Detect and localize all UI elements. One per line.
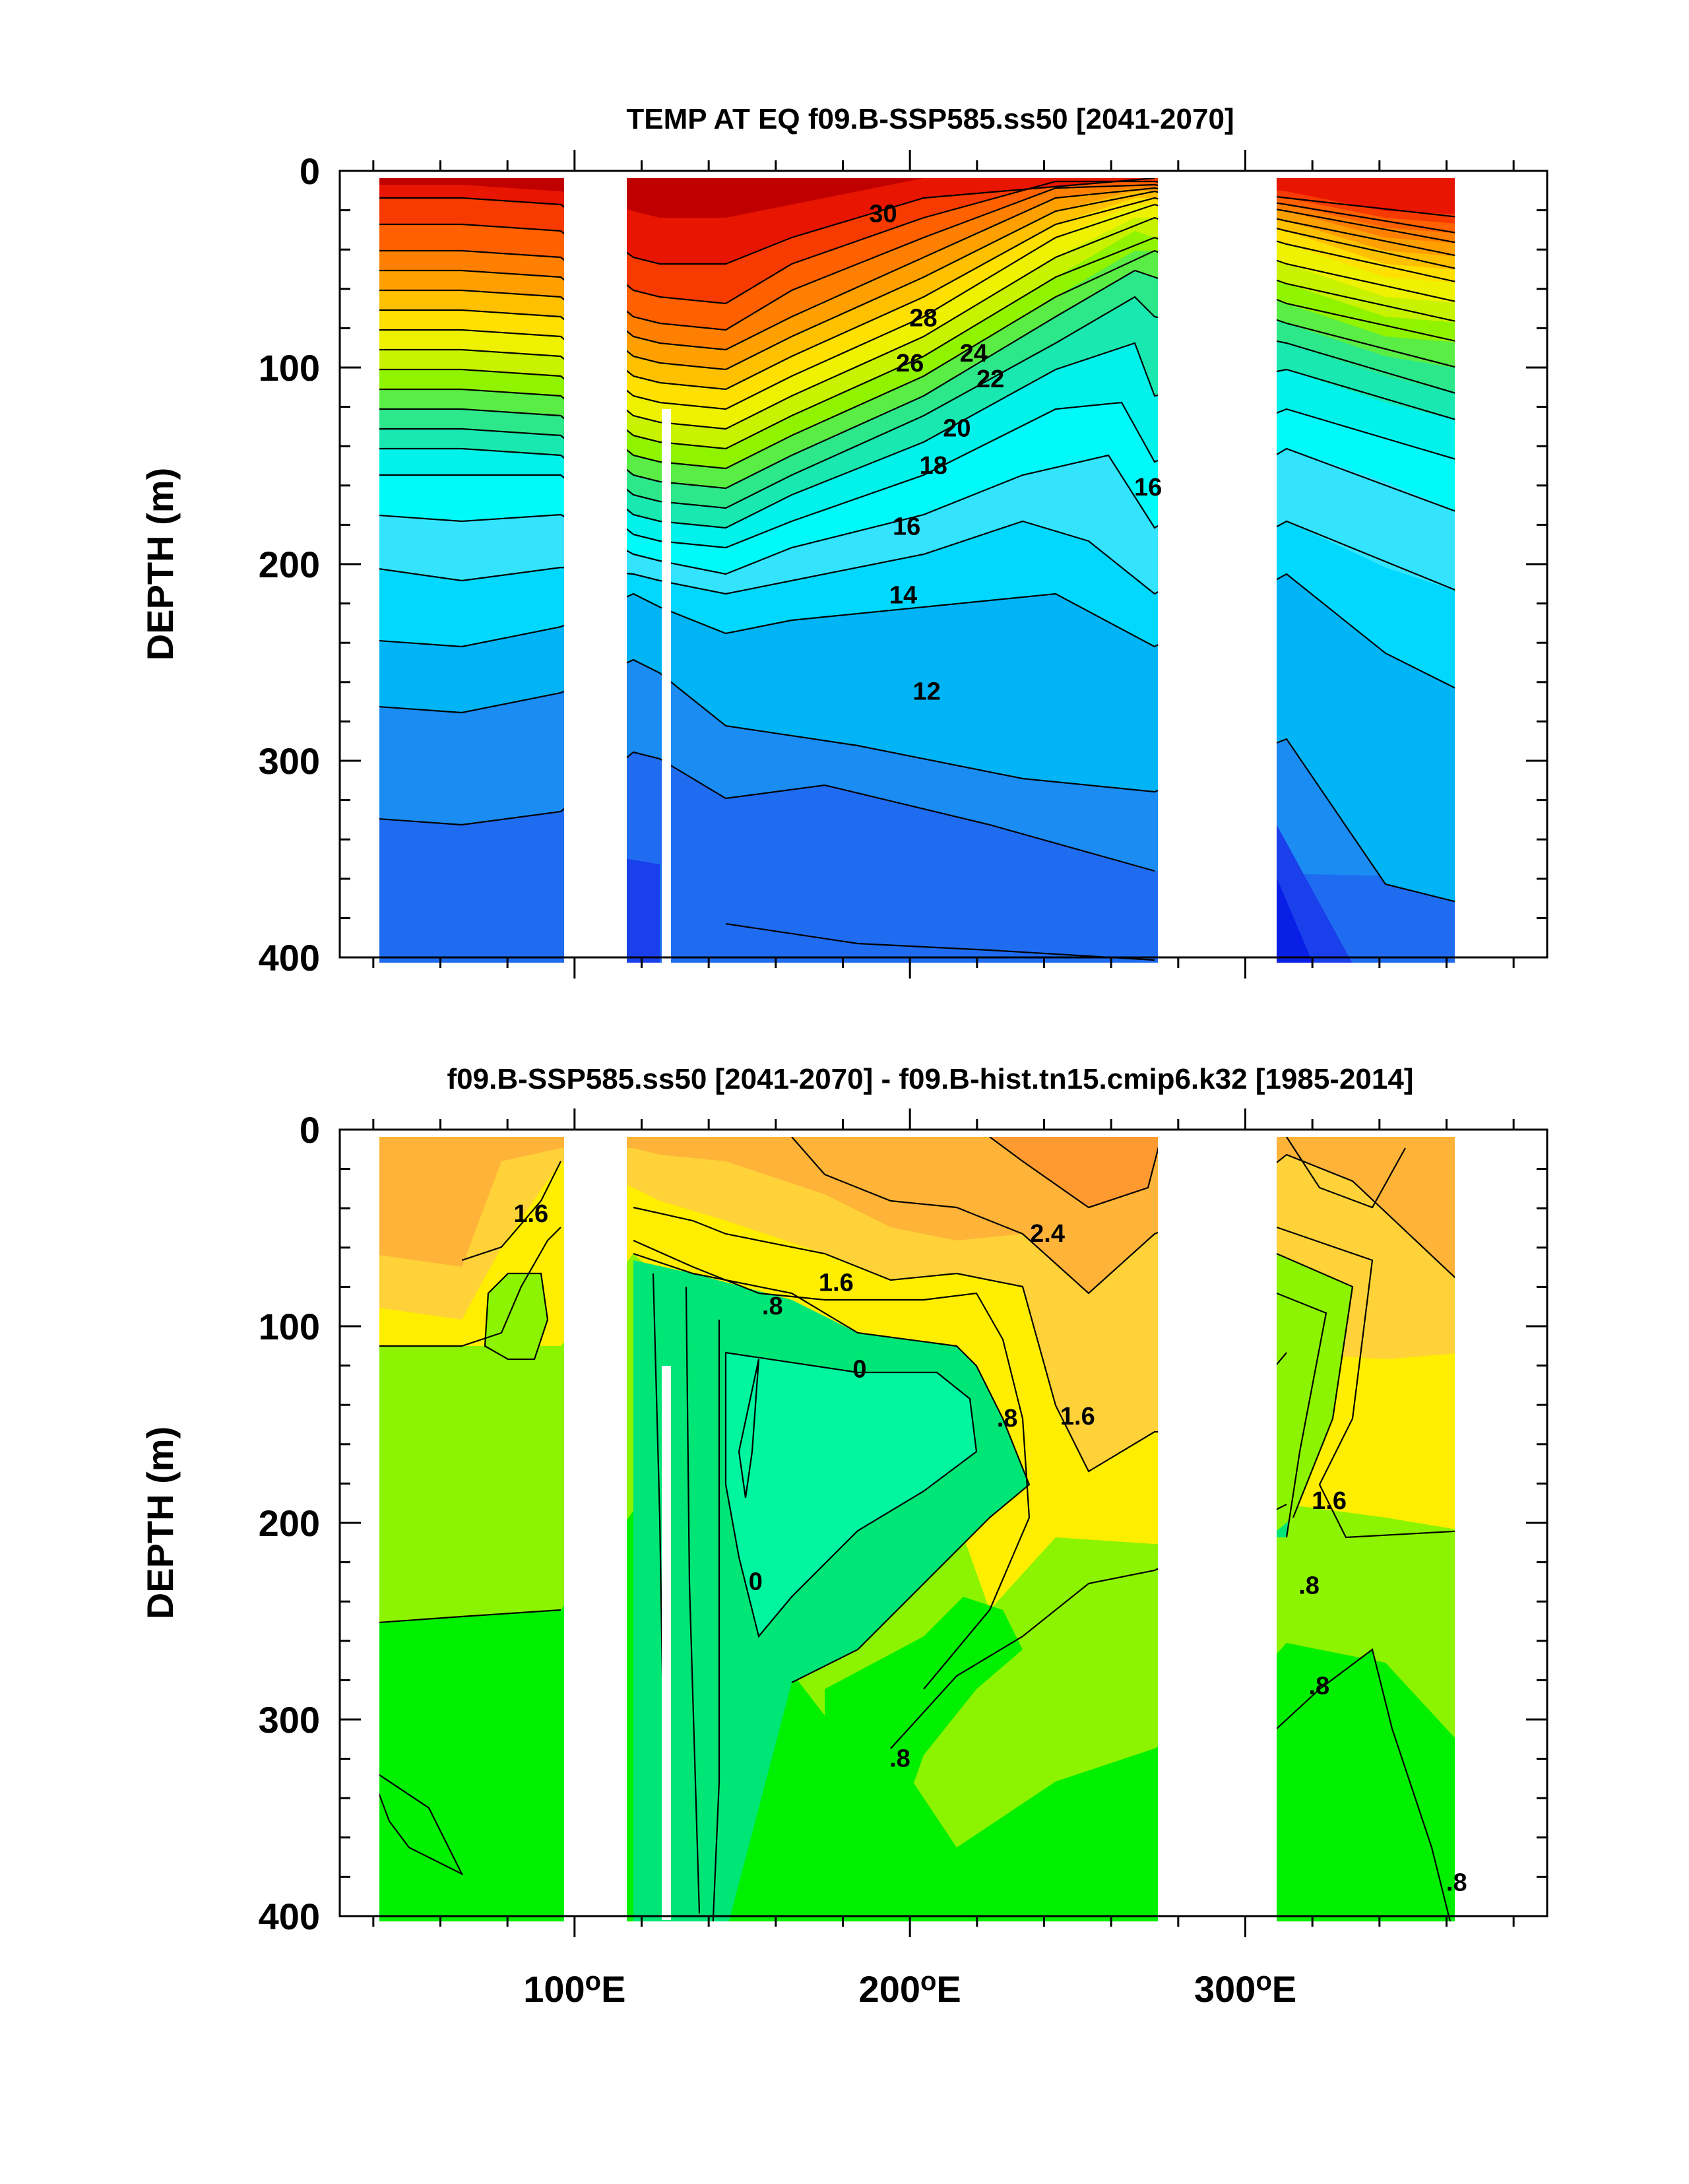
band-1.2-1.6-east	[1277, 1254, 1353, 1531]
contour-label: 26	[896, 350, 924, 377]
contour-label: .8	[889, 1745, 910, 1773]
land-mask-top	[662, 409, 671, 963]
land-mask-top-notch	[581, 178, 595, 238]
contour-label: 1.6	[1312, 1487, 1347, 1515]
y-tick-label: 200	[259, 1502, 320, 1544]
temperature-contour-field	[379, 178, 1455, 963]
y-axis-label: DEPTH (m)	[139, 1427, 181, 1619]
contour-label: 28	[909, 305, 937, 333]
x-tick-label: 300oE	[1194, 1967, 1296, 2010]
contour-label: .8	[1298, 1572, 1320, 1599]
contour-label: 1.6	[513, 1200, 548, 1228]
contour-label: 12	[912, 678, 940, 706]
band-0.8-1.2-deep-east	[1277, 1650, 1451, 1921]
y-tick-label: 400	[259, 937, 320, 979]
band-cold-deep	[620, 858, 660, 963]
contour-label: 1.6	[819, 1269, 854, 1297]
contour-label: 18	[920, 452, 947, 480]
x-tick-label: 200oE	[859, 1967, 961, 2010]
band-0.0-0.4	[726, 1353, 976, 1636]
land-mask-bot-notch	[581, 1137, 595, 1196]
axis-ticks	[340, 150, 1547, 979]
y-tick-label: 400	[259, 1896, 320, 1937]
axis-ticks	[340, 1108, 1547, 1937]
contour-label: 24	[960, 340, 988, 368]
y-tick-labels: 0 100 200 300 400	[259, 150, 320, 979]
difference-contour-labels: 1.6 1.6 .8 2.4 0 .8 1.6 0 1.6 .8 .8 .8 .8	[513, 1200, 1467, 1896]
contour-label: 2.4	[1030, 1220, 1065, 1248]
x-tick-labels: 100oE 200oE 300oE	[523, 1967, 1296, 2010]
contour-label: 16	[1134, 474, 1162, 501]
y-tick-label: 0	[300, 150, 320, 192]
y-tick-label: 200	[259, 544, 320, 585]
contour-label: .8	[997, 1405, 1018, 1432]
band-0.8-1.2-deep-mid	[825, 1597, 1023, 1921]
band-29	[379, 178, 924, 218]
contour-label: 30	[869, 201, 897, 228]
band-1.2-1.6-west	[485, 1273, 548, 1359]
y-tick-label: 100	[259, 1306, 320, 1347]
contour-label: 16	[893, 513, 920, 540]
contour-label: 1.6	[1060, 1403, 1095, 1430]
panel-title: TEMP AT EQ f09.B-SSP585.ss50 [2041-2070]	[626, 103, 1234, 135]
contour-label: 0	[852, 1356, 866, 1384]
difference-contour-lines	[379, 1137, 1455, 1921]
contour-label: 0	[749, 1568, 763, 1595]
y-axis-label: DEPTH (m)	[139, 468, 181, 660]
contour-label: .8	[1446, 1869, 1467, 1896]
difference-contour-field	[379, 1137, 1455, 1921]
contour-label: .8	[1308, 1672, 1329, 1700]
temperature-panel: TEMP AT EQ f09.B-SSP585.ss50 [2041-2070]	[139, 103, 1548, 979]
y-tick-label: 100	[259, 347, 320, 389]
x-tick-label: 100oE	[523, 1967, 625, 2010]
panel-title: f09.B-SSP585.ss50 [2041-2070] - f09.B-hi…	[447, 1063, 1414, 1095]
contour-label: .8	[762, 1293, 783, 1320]
y-tick-label: 300	[259, 1699, 320, 1741]
land-mask-bot	[662, 1366, 671, 1920]
band-coldest-east	[1277, 878, 1313, 963]
y-tick-label: 300	[259, 740, 320, 782]
difference-panel: f09.B-SSP585.ss50 [2041-2070] - f09.B-hi…	[139, 1063, 1548, 2010]
contour-label: 14	[889, 582, 917, 610]
y-tick-labels: 0 100 200 300 400	[259, 1109, 320, 1937]
y-tick-label: 0	[300, 1109, 320, 1151]
contour-label: 22	[976, 366, 1004, 393]
contour-label: 20	[943, 414, 971, 442]
band-2.8-3.2	[990, 1137, 1161, 1207]
